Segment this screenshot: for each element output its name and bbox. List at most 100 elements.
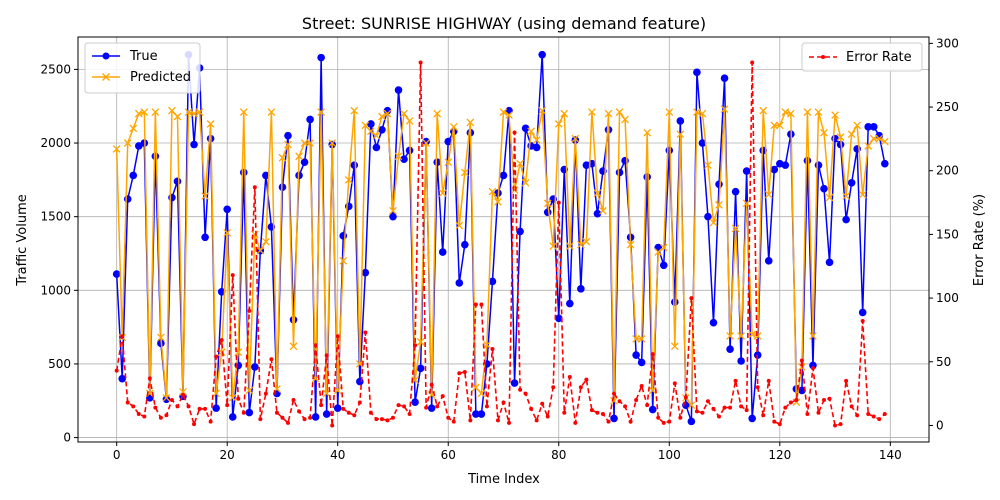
true-point [809,361,817,370]
predicted-point [554,120,563,128]
error-rate-point [153,405,158,410]
predicted-point [704,161,712,169]
predicted-point [284,140,292,149]
error-rate-point [479,302,484,307]
error-rate-point [341,406,346,411]
true-point [671,298,679,306]
predicted-point [262,237,270,246]
error-rate-point [269,357,274,362]
true-point [820,184,828,193]
predicted-point [405,117,414,125]
error-rate-point [120,334,125,339]
error-rate-point [584,377,589,382]
error-rate-point [507,420,512,425]
error-rate-point [451,419,456,424]
error-rate-point [263,391,268,396]
error-rate-point [556,200,561,205]
error-rate-point [291,397,296,402]
y2-tick-label: 250 [936,100,959,114]
predicted-point [637,335,646,343]
true-point [444,137,453,146]
error-rate-point [274,410,279,415]
true-point [842,215,850,224]
predicted-point [842,192,850,200]
y2-tick-label: 50 [936,355,951,369]
predicted-point [659,243,668,252]
predicted-point [123,139,132,147]
predicted-point [709,218,718,227]
error-rate-point [617,399,622,404]
predicted-point [151,108,160,116]
y-tick-label: 1000 [40,283,71,297]
error-rate-point [114,368,119,373]
predicted-point [383,109,392,118]
x-tick-label: 60 [441,448,456,462]
error-rate-point [717,414,722,419]
true-point [869,123,878,131]
predicted-point [869,134,878,143]
series-layer [112,50,889,428]
true-point [737,357,745,365]
error-rate-point [822,397,827,402]
y2-tick-label: 300 [936,36,959,50]
error-rate-point [131,404,136,409]
error-rate-point [722,405,727,410]
error-rate-point [214,354,219,359]
true-point [532,143,541,152]
true-point [284,131,292,140]
true-point [455,279,464,287]
predicted-point [134,109,143,118]
error-rate-point [672,381,677,386]
error-rate-point [788,400,793,405]
error-rate-point [810,366,815,371]
predicted-point [582,237,591,246]
error-rate-point [197,406,202,411]
predicted-point [344,175,353,184]
true-point [781,161,790,169]
predicted-point [720,105,729,114]
true-point [814,161,823,169]
y-axis-label: Traffic Volume [15,194,30,287]
error-rate-point [777,422,782,427]
predicted-point [300,139,309,147]
legend-error-marker [821,55,825,59]
predicted-point [599,206,607,215]
true-point [521,124,530,133]
error-rate-point [567,375,572,380]
true-point [538,50,546,59]
error-rate-point [490,347,495,352]
true-point [825,258,834,267]
predicted-point [858,190,867,199]
error-rate-point [750,60,755,65]
true-point [416,364,425,373]
true-point [173,177,182,186]
x-tick-label: 120 [768,448,791,462]
true-point [438,248,447,256]
true-point [693,68,701,77]
y-tick-label: 500 [48,357,71,371]
predicted-point [615,108,624,116]
true-point [223,205,232,214]
error-rate-point [374,417,379,422]
predicted-point [516,159,524,168]
error-rate-point [125,400,130,405]
predicted-point [228,393,237,402]
error-rate-point [164,413,169,418]
error-rate-point [136,411,141,416]
y2-tick-label: 200 [936,164,959,178]
error-rate-point [689,296,694,301]
predicted-point [168,106,176,115]
y2-tick-label: 150 [936,227,959,241]
error-rate-point [512,130,517,135]
predicted-point [455,221,464,230]
predicted-point [449,122,458,131]
legend-true-label: True [129,49,158,64]
true-point [748,414,756,423]
error-rate-point [413,343,418,348]
true-point [378,125,386,134]
x-tick-label: 0 [113,448,121,462]
error-rate-point [435,404,440,409]
true-point [510,379,519,387]
error-rate-point [578,385,583,390]
error-rate-point [297,409,302,414]
